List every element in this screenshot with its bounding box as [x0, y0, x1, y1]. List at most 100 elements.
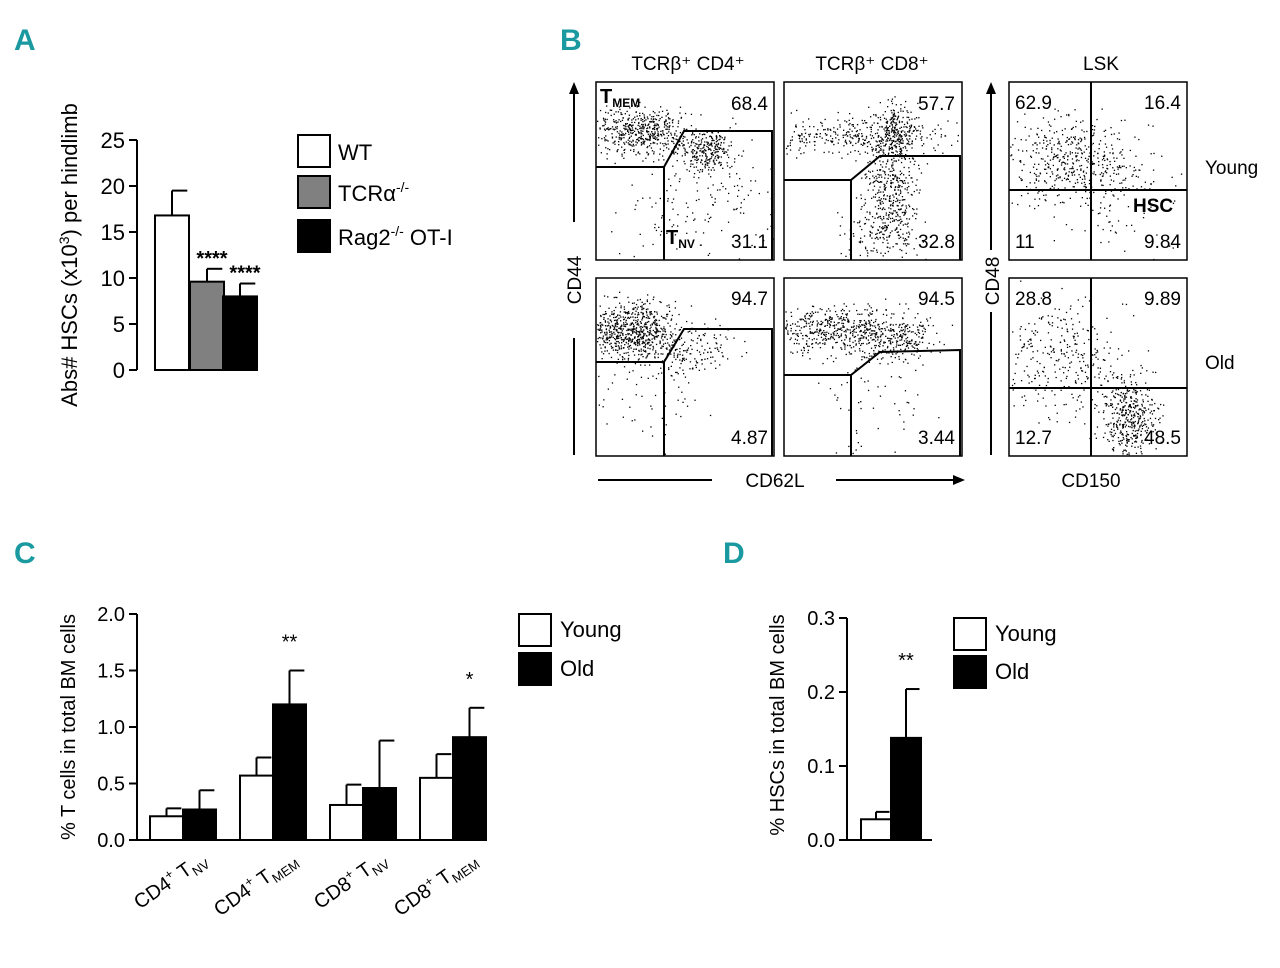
flow-dot [882, 114, 884, 116]
flow-dot [904, 390, 907, 392]
flow-dot [668, 229, 671, 232]
flow-dot [683, 128, 685, 130]
flow-dot [615, 330, 618, 332]
flow-dot [878, 342, 880, 344]
flow-dot [684, 350, 686, 352]
flow-dot [1026, 365, 1028, 368]
flow-dot [870, 131, 872, 133]
flow-dot [885, 321, 887, 323]
flow-dot [628, 337, 630, 339]
flow-dot [651, 338, 653, 340]
flow-dot [667, 313, 669, 315]
flow-dot [1105, 424, 1107, 426]
flow-dot [921, 125, 923, 127]
flow-dot [875, 156, 877, 158]
flow-dot [710, 169, 712, 171]
flow-dot [1068, 138, 1070, 140]
flow-dot [853, 322, 855, 324]
flow-dot [633, 308, 635, 311]
flow-dot [914, 332, 916, 334]
flow-dot [850, 347, 853, 349]
flow-dot [805, 342, 808, 345]
flow-dot [606, 332, 608, 334]
flow-dot [876, 213, 878, 215]
flow-dot [868, 358, 870, 360]
flow-dot [632, 129, 634, 131]
flow-dot [721, 137, 723, 139]
flow-dot [892, 151, 894, 154]
flow-dot [878, 191, 880, 193]
flow-dot [899, 179, 901, 182]
flow-dot [631, 119, 633, 121]
flow-dot [660, 367, 662, 369]
flow-dot [1079, 137, 1081, 139]
col-title-cd4: TCRβ⁺ CD4⁺ [631, 54, 744, 75]
flow-dot [874, 206, 877, 208]
flow-dot [855, 343, 857, 345]
flow-dot [635, 319, 637, 322]
flow-dot [838, 139, 840, 141]
flow-dot [649, 121, 651, 123]
flow-dot [1099, 367, 1102, 369]
flow-dot [888, 146, 890, 148]
flow-dot [860, 401, 862, 403]
flow-dot [635, 303, 638, 306]
flow-dot [1116, 377, 1119, 379]
flow-dot [620, 113, 622, 115]
flow-dot [1110, 365, 1112, 367]
flow-dot [1084, 183, 1086, 186]
flow-dot [804, 334, 807, 337]
flow-dot [902, 353, 904, 355]
flow-dot [789, 142, 791, 144]
flow-dot [1084, 145, 1086, 147]
flow-dot [877, 129, 879, 131]
flow-dot [1126, 389, 1129, 391]
flow-dot [717, 348, 719, 351]
flow-dot [886, 195, 888, 197]
c-bar-old [362, 787, 397, 842]
flow-dot [1106, 158, 1108, 160]
flow-dot [1073, 174, 1076, 176]
flow-dot [639, 330, 641, 332]
flow-dot [750, 180, 752, 182]
flow-dot [1121, 182, 1123, 184]
flow-dot [861, 177, 863, 179]
flow-dot [923, 152, 925, 155]
flow-dot [849, 122, 851, 125]
flow-dot [936, 332, 938, 334]
flow-dot [1070, 305, 1072, 307]
flow-dot [711, 137, 714, 140]
flow-dot [1136, 391, 1138, 393]
flow-dot [1059, 143, 1061, 145]
flow-dot [830, 140, 832, 142]
flow-dot [1098, 411, 1100, 413]
flow-dot [895, 243, 897, 245]
flow-dot [907, 324, 909, 326]
flow-dot [1153, 424, 1155, 426]
flow-dot [1029, 205, 1031, 207]
flow-dot [1123, 382, 1125, 384]
flow-dot [651, 323, 653, 325]
flow-dot [897, 231, 899, 233]
flow-dot [1138, 138, 1140, 141]
flow-dot [640, 141, 642, 144]
flow-dot [647, 341, 649, 344]
flow-dot [602, 337, 604, 339]
flow-dot [843, 319, 845, 321]
flow-dot [849, 142, 852, 144]
flow-dot [816, 338, 818, 340]
flow-dot [628, 117, 630, 119]
flow-dot [1106, 159, 1109, 161]
flow-dot [1133, 435, 1135, 437]
flow-dot [622, 416, 624, 418]
flow-dot [808, 345, 810, 347]
flow-dot [919, 341, 921, 343]
flow-dot [879, 329, 881, 331]
flow-dot [1072, 142, 1074, 144]
flow-dot [1104, 432, 1106, 434]
flow-dot [884, 154, 886, 156]
flow-dot [621, 330, 623, 332]
flow-dot [620, 345, 622, 347]
flow-dot [869, 321, 871, 323]
flow-dot [1029, 338, 1031, 341]
